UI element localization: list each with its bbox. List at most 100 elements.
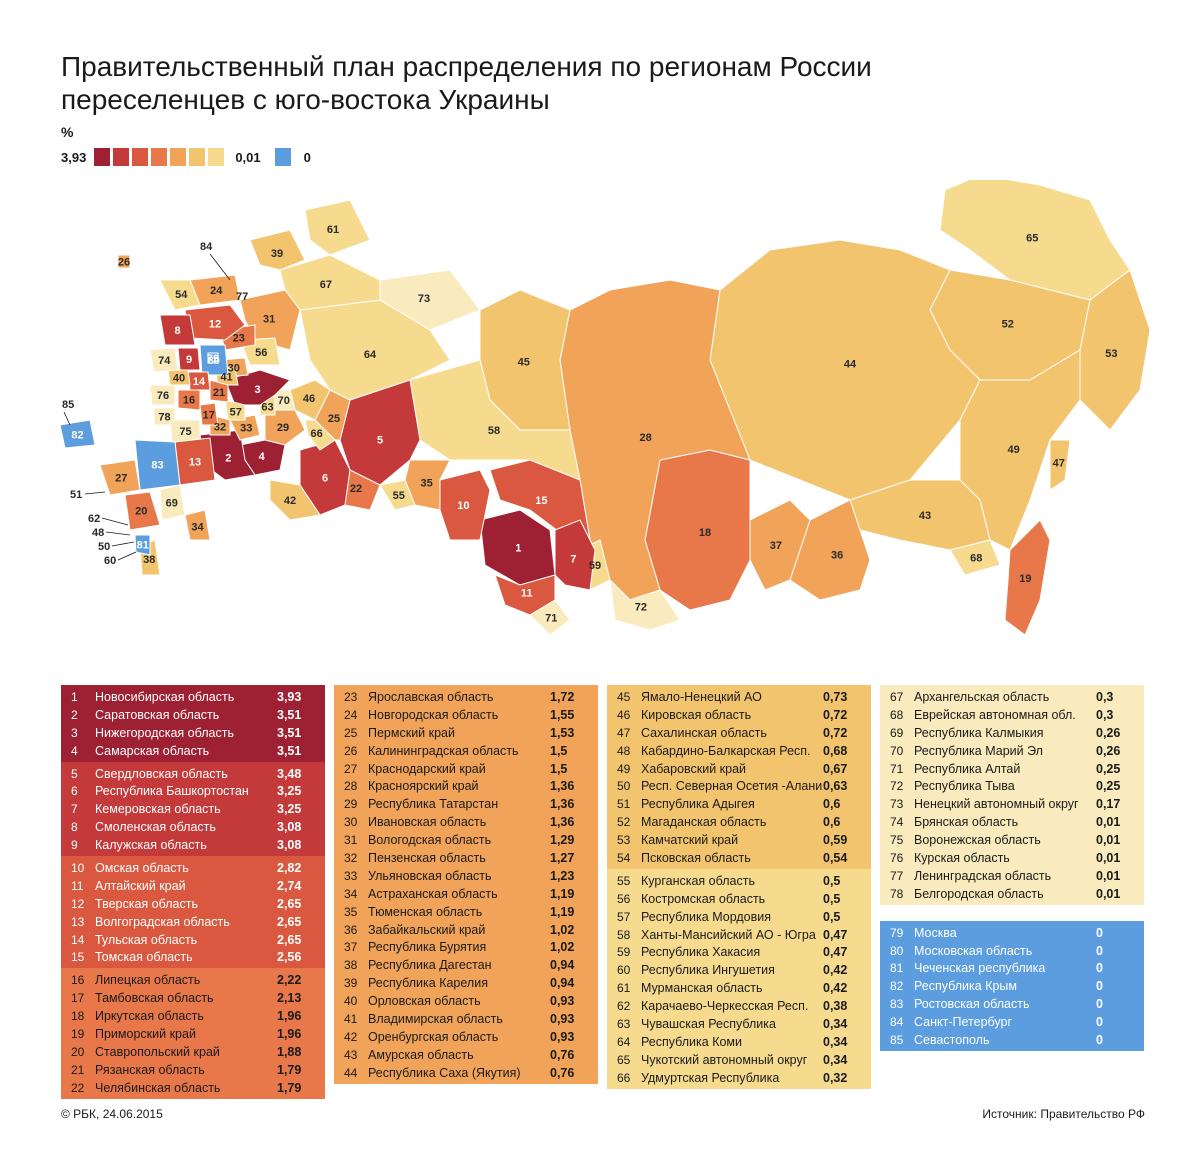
- table-row: 12 Тверская область 2,65: [61, 895, 325, 913]
- region-value: 0,67: [823, 761, 848, 776]
- region-number: 82: [890, 979, 904, 994]
- region-label-31: 31: [263, 313, 275, 325]
- table-row: 56 Костромская область 0,5: [607, 890, 871, 908]
- region-value: 1,72: [550, 689, 575, 704]
- table-row: 22 Челябинская область 1,79: [61, 1079, 325, 1097]
- region-name: Республика Дагестан: [368, 958, 492, 973]
- region-name: Мурманская область: [641, 981, 763, 996]
- region-value: 0,42: [823, 981, 848, 996]
- region-label-4: 4: [259, 451, 266, 463]
- region-value: 2,13: [277, 991, 302, 1006]
- table-row: 46 Кировская область 0,72: [607, 706, 871, 724]
- region-name: Ханты-Мансийский АО - Югра: [641, 927, 816, 942]
- region-name: Ямало-Ненецкий АО: [641, 689, 762, 704]
- region-name: Приморский край: [95, 1026, 196, 1041]
- region-number: 66: [617, 1070, 631, 1085]
- region-label-41: 41: [220, 372, 232, 384]
- region-value: 0,01: [1096, 815, 1121, 830]
- region-number: 45: [617, 689, 631, 704]
- table-row: 26 Калининградская область 1,5: [334, 742, 598, 760]
- region-label-23: 23: [233, 333, 245, 345]
- region-shape-71: [529, 599, 571, 636]
- region-name: Курская область: [914, 850, 1010, 865]
- region-value: 1,27: [550, 850, 575, 865]
- region-name: Ульяновская область: [368, 868, 492, 883]
- region-value: 0,32: [823, 1070, 848, 1085]
- region-label-32: 32: [214, 421, 226, 433]
- region-value: 0,73: [823, 689, 848, 704]
- table-row: 20 Ставропольский край 1,88: [61, 1043, 325, 1061]
- russia-regions-map: 6552534449474368193637182872594558151711…: [59, 180, 1150, 636]
- region-number: 43: [344, 1047, 358, 1062]
- region-number: 85: [890, 1032, 904, 1047]
- table-row: 62 Карачаево-Черкесская Респ. 0,38: [607, 997, 871, 1015]
- region-value: 0: [1096, 925, 1103, 940]
- region-name: Республика Марий Эл: [914, 743, 1043, 758]
- region-name: Республика Татарстан: [368, 797, 499, 812]
- region-shape-9: [177, 347, 201, 371]
- table-group: 67 Архангельская область 0,3 68 Еврейская ав…: [880, 685, 1144, 905]
- region-label-15: 15: [535, 495, 547, 507]
- table-row: 84 Санкт-Петербург 0: [880, 1013, 1144, 1031]
- region-name: Ярославская область: [368, 689, 494, 704]
- table-row: 78 Белгородская область 0,01: [880, 885, 1144, 903]
- region-label-36: 36: [831, 549, 843, 561]
- region-number: 79: [890, 925, 904, 940]
- region-label-47: 47: [1053, 458, 1065, 470]
- region-label-72: 72: [635, 602, 647, 614]
- region-label-24: 24: [210, 285, 223, 297]
- region-number: 57: [617, 909, 631, 924]
- region-label-11: 11: [521, 588, 533, 600]
- region-shape-49: [959, 349, 1081, 551]
- region-number: 32: [344, 850, 358, 865]
- table-row: 69 Республика Калмыкия 0,26: [880, 724, 1144, 742]
- region-number: 65: [617, 1052, 631, 1067]
- region-number: 15: [71, 950, 85, 965]
- region-label-79: 79: [207, 353, 219, 365]
- region-label-55: 55: [393, 490, 405, 502]
- region-number: 75: [890, 833, 904, 848]
- region-name: Алтайский край: [95, 878, 186, 893]
- region-number: 58: [617, 927, 631, 942]
- region-number: 53: [617, 833, 631, 848]
- region-number: 14: [71, 932, 85, 947]
- region-label-50: 50: [98, 541, 110, 553]
- region-number: 21: [71, 1062, 85, 1077]
- region-label-75: 75: [179, 426, 191, 438]
- region-number: 5: [71, 766, 78, 781]
- region-shape-27: [99, 459, 141, 496]
- region-value: 0: [1096, 997, 1103, 1012]
- region-number: 18: [71, 1009, 85, 1024]
- region-name: Московская область: [914, 943, 1033, 958]
- region-label-51: 51: [70, 489, 82, 501]
- region-value: 0,34: [823, 1052, 848, 1067]
- region-label-69: 69: [166, 498, 178, 510]
- region-value: 2,22: [277, 973, 302, 988]
- region-number: 1: [71, 689, 78, 704]
- region-value: 1,36: [550, 815, 575, 830]
- region-label-46: 46: [303, 393, 315, 405]
- region-number: 73: [890, 797, 904, 812]
- table-row: 11 Алтайский край 2,74: [61, 877, 325, 895]
- region-label-53: 53: [1105, 348, 1117, 360]
- region-name: Чукотский автономный округ: [641, 1052, 808, 1067]
- region-value: 0,3: [1096, 707, 1114, 722]
- region-name: Курганская область: [641, 873, 755, 888]
- region-shape-66: [304, 419, 336, 451]
- region-number: 67: [890, 689, 904, 704]
- region-label-83: 83: [151, 459, 163, 471]
- table-row: 79 Москва 0: [880, 924, 1144, 942]
- table-row: 9 Калужская область 3,08: [61, 836, 325, 854]
- region-label-42: 42: [284, 495, 296, 507]
- table-row: 51 Республика Адыгея 0,6: [607, 795, 871, 813]
- region-number: 61: [617, 981, 631, 996]
- region-number: 34: [344, 886, 358, 901]
- region-number: 80: [890, 943, 904, 958]
- region-number: 6: [71, 784, 78, 799]
- region-value: 3,25: [277, 784, 302, 799]
- region-number: 47: [617, 725, 631, 740]
- region-value: 2,56: [277, 950, 302, 965]
- region-value: 3,51: [277, 743, 302, 758]
- table-row: 29 Республика Татарстан 1,36: [334, 795, 598, 813]
- region-value: 1,96: [277, 1026, 302, 1041]
